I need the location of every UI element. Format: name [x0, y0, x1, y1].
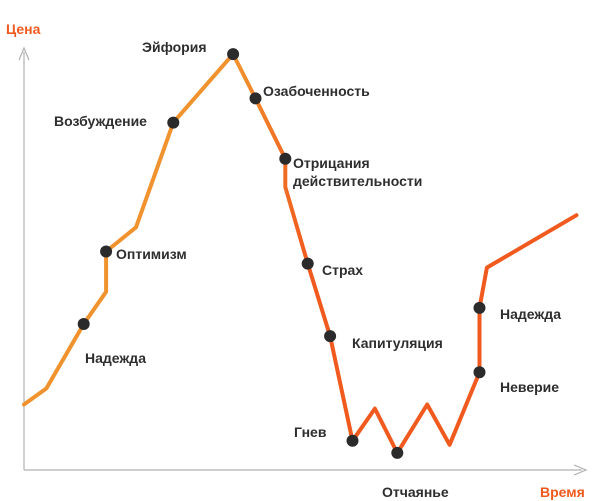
stage-marker-9 — [279, 152, 292, 165]
label-neverie: Неверие — [500, 379, 559, 395]
label-eyforiya: Эйфория — [142, 39, 207, 55]
y-axis-arrow — [18, 46, 30, 61]
price-line — [22, 52, 579, 455]
label-otchayanie: Отчаянье — [382, 484, 449, 500]
stage-markers — [77, 48, 486, 459]
stage-marker-19 — [473, 301, 486, 314]
x-axis-label: Время — [540, 484, 585, 500]
stage-marker-7 — [227, 48, 240, 61]
stage-marker-12 — [324, 330, 337, 343]
y-axis-label: Цена — [6, 21, 41, 37]
label-otricaniya-line2: действительности — [293, 173, 422, 189]
label-otricaniya-line1: Отрицания — [293, 155, 370, 171]
label-gnev: Гнев — [294, 424, 327, 440]
label-ozabochennost: Озабоченность — [263, 83, 370, 99]
label-vozbuzhdenie: Возбуждение — [54, 113, 147, 129]
stage-marker-6 — [167, 116, 180, 129]
stage-marker-8 — [249, 92, 262, 105]
stage-marker-15 — [391, 446, 404, 459]
stage-marker-11 — [301, 257, 314, 270]
stage-marker-4 — [100, 245, 113, 258]
stage-marker-18 — [473, 366, 486, 379]
label-strakh: Страх — [322, 262, 363, 278]
x-axis-arrow — [573, 464, 588, 476]
label-optimizm: Оптимизм — [116, 246, 187, 262]
label-nadezhda-2: Надежда — [500, 306, 561, 322]
stage-marker-2 — [77, 318, 90, 330]
label-nadezhda-1: Надежда — [85, 350, 146, 366]
label-kapitulyaciya: Капитуляция — [352, 335, 443, 351]
stage-marker-13 — [346, 434, 359, 447]
